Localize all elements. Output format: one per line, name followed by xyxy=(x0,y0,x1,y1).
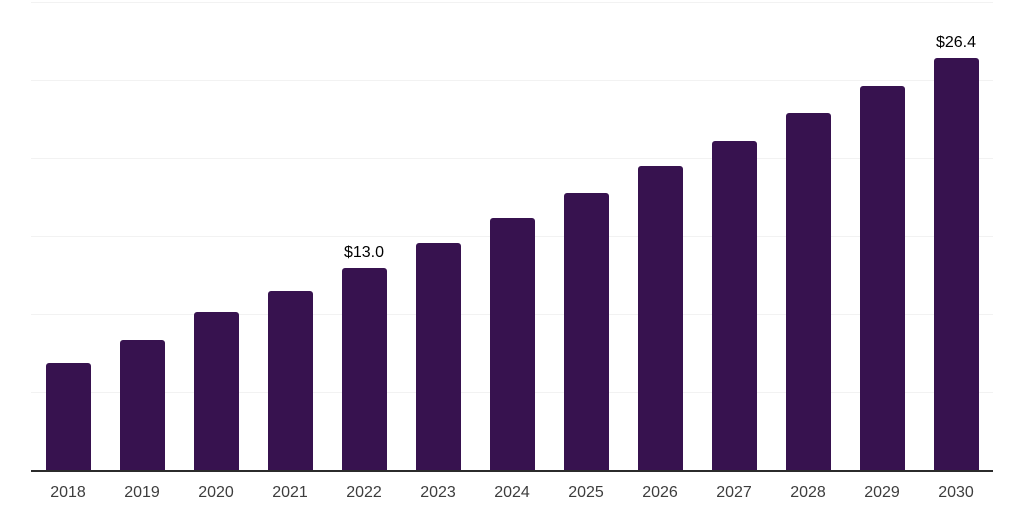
x-axis-line xyxy=(31,470,993,472)
x-tick-2024: 2024 xyxy=(494,484,530,501)
x-tick-2030: 2030 xyxy=(938,484,974,501)
x-tick-2025: 2025 xyxy=(568,484,604,501)
bar-2019 xyxy=(119,339,165,471)
bar-2028 xyxy=(785,113,831,471)
bar-2022 xyxy=(341,267,387,471)
bar-2024 xyxy=(489,217,535,471)
bar-2029 xyxy=(859,86,905,471)
x-tick-2020: 2020 xyxy=(198,484,234,501)
bar-2025 xyxy=(563,192,609,471)
x-tick-2022: 2022 xyxy=(346,484,382,501)
gridline-20 xyxy=(31,157,993,159)
bar-2030 xyxy=(933,58,979,471)
x-tick-2026: 2026 xyxy=(642,484,678,501)
x-tick-2027: 2027 xyxy=(716,484,752,501)
x-tick-2018: 2018 xyxy=(50,484,86,501)
bar-2023 xyxy=(415,242,461,471)
x-tick-2023: 2023 xyxy=(420,484,456,501)
bar-value-label-2030: $26.4 xyxy=(935,34,977,52)
x-tick-2021: 2021 xyxy=(272,484,308,501)
x-tick-2029: 2029 xyxy=(864,484,900,501)
bar-value-label-2022: $13.0 xyxy=(343,243,385,261)
bar-2021 xyxy=(267,291,313,471)
x-tick-2019: 2019 xyxy=(124,484,160,501)
bar-2026 xyxy=(637,166,683,471)
gridline-25 xyxy=(31,79,993,81)
gridline-30 xyxy=(31,1,993,3)
x-tick-2028: 2028 xyxy=(790,484,826,501)
plot-area: $13.0 $26.4 xyxy=(31,1,993,472)
bar-2020 xyxy=(193,311,239,471)
bar-2027 xyxy=(711,141,757,471)
bar-2018 xyxy=(45,363,91,471)
